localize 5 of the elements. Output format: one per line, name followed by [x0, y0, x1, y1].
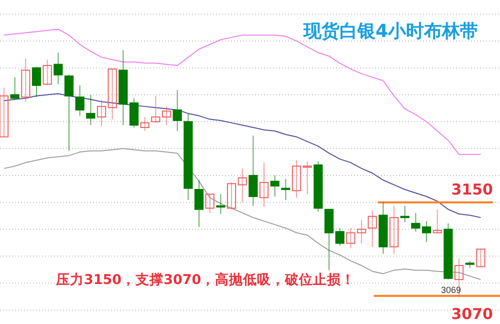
ref-line-label: 3070 — [451, 304, 493, 323]
text: 现货白银4小时布林带 — [302, 21, 478, 42]
ref-line-label: 3150 — [451, 180, 493, 198]
annotation: 压力3150，支撑3070，高抛低吸，破位止损！ — [55, 271, 356, 288]
annotation: 3069 — [441, 285, 462, 296]
